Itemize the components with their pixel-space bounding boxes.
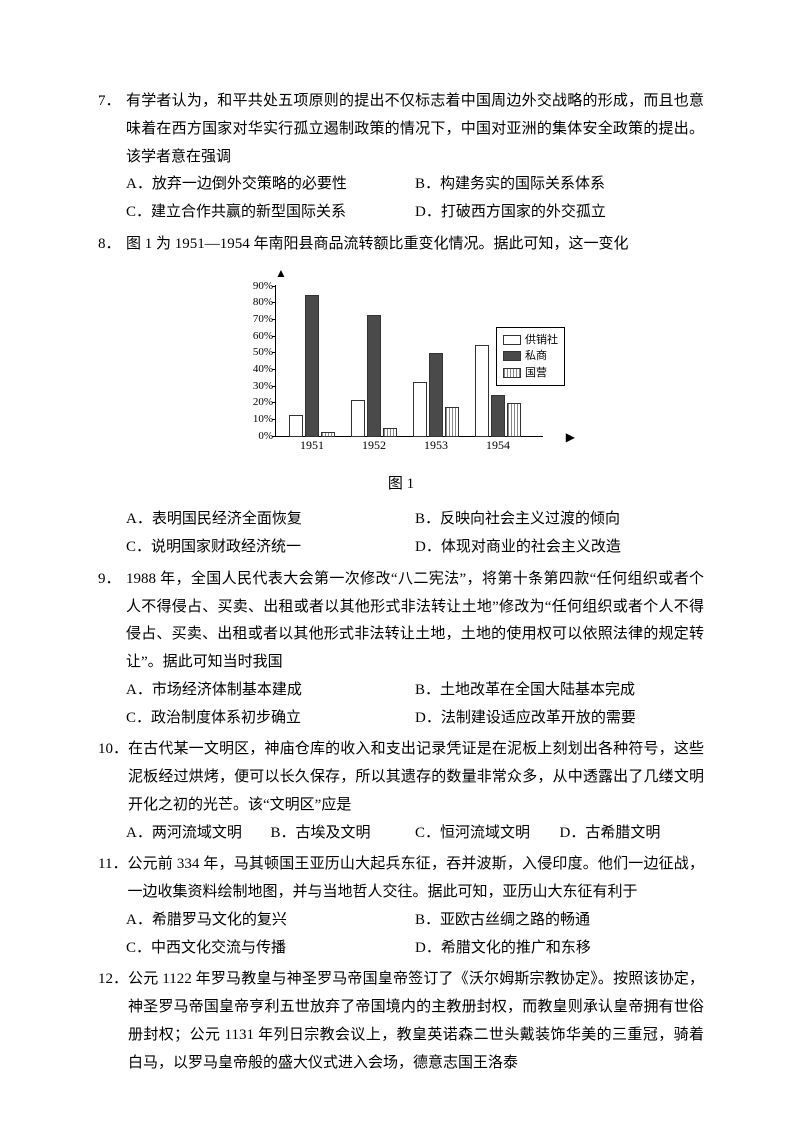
y-tick <box>272 369 275 370</box>
question-11: 11． 公元前 334 年，马其顿国王亚历山大起兵东征，吞并波斯，入侵印度。他们… <box>98 851 704 962</box>
chart-legend: 供销社 私商 国营 <box>496 327 565 387</box>
y-tick <box>272 319 275 320</box>
q9-option-d: D．法制建设适应改革开放的需要 <box>415 705 704 733</box>
x-tick-label: 1953 <box>411 434 461 456</box>
y-tick-label: 90% <box>253 281 273 292</box>
y-axis <box>275 285 276 437</box>
legend-label-state: 国营 <box>525 365 547 382</box>
q12-number: 12． <box>98 966 128 1077</box>
bar-supply <box>351 400 365 437</box>
y-tick-label: 80% <box>253 297 273 308</box>
q7-text: 有学者认为，和平共处五项原则的提出不仅标志着中国周边外交战略的形成，而且也意味着… <box>126 88 704 171</box>
q7-option-d: D．打破西方国家的外交孤立 <box>415 199 704 227</box>
q11-number: 11． <box>98 851 127 907</box>
q7-number: 7． <box>98 88 126 171</box>
question-7: 7． 有学者认为，和平共处五项原则的提出不仅标志着中国周边外交战略的形成，而且也… <box>98 88 704 227</box>
x-tick-label: 1954 <box>473 434 523 456</box>
bar-state <box>445 407 459 437</box>
question-9: 9． 1988 年，全国人民代表大会第一次修改“八二宪法”，将第十条第四款“任何… <box>98 566 704 733</box>
bar-state <box>507 403 521 436</box>
q8-option-c: C．说明国家财政经济统一 <box>126 534 415 562</box>
q9-option-c: C．政治制度体系初步确立 <box>126 705 415 733</box>
y-tick-label: 60% <box>253 331 273 342</box>
legend-label-private: 私商 <box>525 348 547 365</box>
y-tick <box>272 436 275 437</box>
bar-chart: ▲ ▶ 90%80%70%60%50%40%30%20%10%0% 195119… <box>231 269 571 469</box>
q7-option-a: A．放弃一边倒外交策略的必要性 <box>126 171 415 199</box>
y-axis-arrow-icon: ▲ <box>275 267 287 279</box>
q11-option-b: B．亚欧古丝绸之路的畅通 <box>415 907 704 935</box>
q9-number: 9． <box>98 566 126 677</box>
q7-option-b: B．构建务实的国际关系体系 <box>415 171 704 199</box>
y-tick-label: 30% <box>253 381 273 392</box>
legend-swatch-supply <box>503 335 521 345</box>
legend-swatch-private <box>503 351 521 361</box>
y-tick <box>272 386 275 387</box>
q10-option-b: B．古埃及文明 <box>271 820 416 848</box>
legend-label-supply: 供销社 <box>525 332 558 349</box>
q10-number: 10． <box>98 736 128 819</box>
y-tick <box>272 302 275 303</box>
x-tick-label: 1952 <box>349 434 399 456</box>
q11-text: 公元前 334 年，马其顿国王亚历山大起兵东征，吞并波斯，入侵印度。他们一边征战… <box>127 851 704 907</box>
question-10: 10． 在古代某一文明区，神庙仓库的收入和支出记录凭证是在泥板上刻划出各种符号，… <box>98 736 704 847</box>
bar-supply <box>289 415 303 437</box>
bar-supply <box>413 382 427 437</box>
q9-option-a: A．市场经济体制基本建成 <box>126 677 415 705</box>
bar-supply <box>475 345 489 437</box>
q10-option-a: A．两河流域文明 <box>126 820 271 848</box>
bar-private <box>429 353 443 436</box>
y-tick <box>272 286 275 287</box>
q7-option-c: C．建立合作共赢的新型国际关系 <box>126 199 415 227</box>
question-8: 8． 图 1 为 1951—1954 年南阳县商品流转额比重变化情况。据此可知，… <box>98 231 704 562</box>
q8-option-d: D．体现对商业的社会主义改造 <box>415 534 704 562</box>
x-tick-label: 1951 <box>287 434 337 456</box>
legend-swatch-state <box>503 368 521 378</box>
chart-caption: 图 1 <box>98 471 704 499</box>
y-tick-label: 50% <box>253 347 273 358</box>
q9-option-b: B．土地改革在全国大陆基本完成 <box>415 677 704 705</box>
y-tick-label: 10% <box>253 414 273 425</box>
y-tick-label: 40% <box>253 364 273 375</box>
q9-text: 1988 年，全国人民代表大会第一次修改“八二宪法”，将第十条第四款“任何组织或… <box>126 566 704 677</box>
y-tick <box>272 402 275 403</box>
q10-option-d: D．古希腊文明 <box>560 820 705 848</box>
y-tick <box>272 336 275 337</box>
q11-option-d: D．希腊文化的推广和东移 <box>415 935 704 963</box>
q11-option-a: A．希腊罗马文化的复兴 <box>126 907 415 935</box>
y-tick-label: 20% <box>253 397 273 408</box>
q11-option-c: C．中西文化交流与传播 <box>126 935 415 963</box>
q8-option-b: B．反映向社会主义过渡的倾向 <box>415 506 704 534</box>
y-tick <box>272 419 275 420</box>
q8-option-a: A．表明国民经济全面恢复 <box>126 506 415 534</box>
q8-text: 图 1 为 1951—1954 年南阳县商品流转额比重变化情况。据此可知，这一变… <box>126 231 704 259</box>
y-tick <box>272 352 275 353</box>
y-tick-label: 70% <box>253 314 273 325</box>
bar-private <box>491 395 505 437</box>
x-axis-arrow-icon: ▶ <box>566 431 575 443</box>
question-12: 12． 公元 1122 年罗马教皇与神圣罗马帝国皇帝签订了《沃尔姆斯宗教协定》。… <box>98 966 704 1077</box>
q12-text: 公元 1122 年罗马教皇与神圣罗马帝国皇帝签订了《沃尔姆斯宗教协定》。按照该协… <box>128 966 704 1077</box>
bar-private <box>305 295 319 437</box>
q8-number: 8． <box>98 231 126 259</box>
q10-text: 在古代某一文明区，神庙仓库的收入和支出记录凭证是在泥板上刻划出各种符号，这些泥板… <box>128 736 704 819</box>
q10-option-c: C．恒河流域文明 <box>415 820 560 848</box>
y-tick-label: 0% <box>258 431 273 442</box>
bar-private <box>367 315 381 437</box>
